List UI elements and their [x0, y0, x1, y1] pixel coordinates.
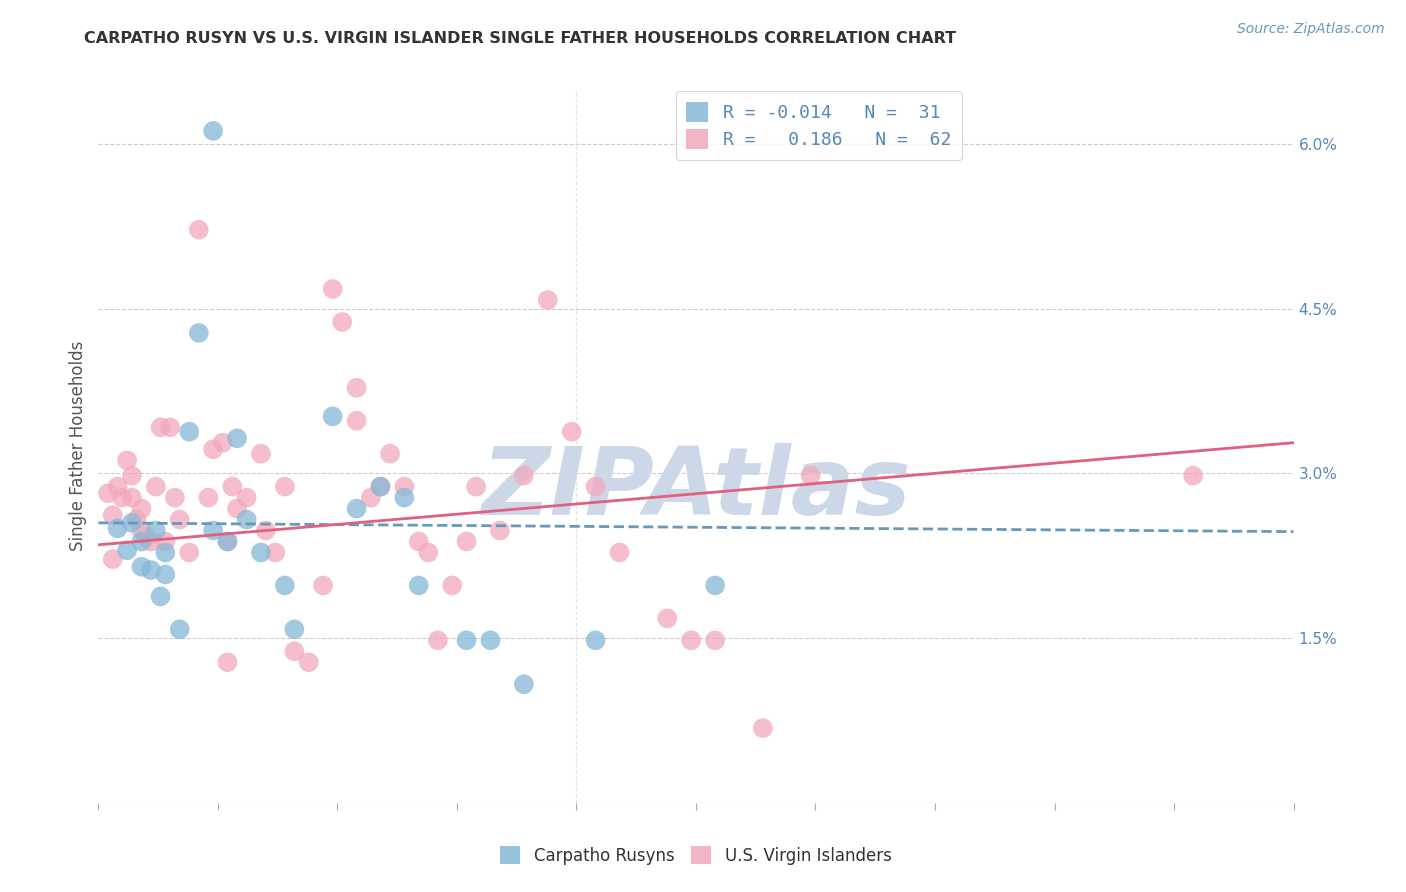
Point [441, 578, 464, 592]
Point [456, 633, 478, 648]
Point [159, 420, 181, 434]
Point [202, 124, 225, 138]
Point [155, 567, 177, 582]
Point [169, 623, 191, 637]
Point [121, 491, 143, 505]
Legend: Carpatho Rusyns, U.S. Virgin Islanders: Carpatho Rusyns, U.S. Virgin Islanders [492, 838, 900, 873]
Point [378, 447, 401, 461]
Point [298, 655, 321, 669]
Point [135, 530, 157, 544]
Point [330, 315, 353, 329]
Point [145, 524, 167, 538]
Point [370, 480, 392, 494]
Point [202, 524, 225, 538]
Point [101, 552, 124, 566]
Point [121, 516, 143, 530]
Point [254, 524, 277, 538]
Point [283, 623, 305, 637]
Point [187, 326, 209, 340]
Point [115, 543, 138, 558]
Point [163, 491, 186, 505]
Point [394, 480, 416, 494]
Point [131, 524, 153, 538]
Point [1182, 468, 1205, 483]
Point [115, 453, 138, 467]
Point [346, 381, 368, 395]
Point [139, 534, 162, 549]
Point [107, 521, 129, 535]
Point [145, 480, 167, 494]
Point [107, 480, 129, 494]
Point [513, 677, 536, 691]
Point [657, 611, 679, 625]
Point [125, 512, 148, 526]
Point [408, 534, 430, 549]
Point [131, 534, 153, 549]
Point [465, 480, 488, 494]
Point [283, 644, 305, 658]
Text: ZIPAtlas: ZIPAtlas [481, 442, 911, 535]
Point [489, 524, 512, 538]
Point [169, 512, 191, 526]
Point [131, 501, 153, 516]
Point [179, 545, 201, 559]
Point [149, 590, 172, 604]
Text: CARPATHO RUSYN VS U.S. VIRGIN ISLANDER SINGLE FATHER HOUSEHOLDS CORRELATION CHAR: CARPATHO RUSYN VS U.S. VIRGIN ISLANDER S… [84, 31, 956, 46]
Point [121, 468, 143, 483]
Point [217, 534, 239, 549]
Point [131, 559, 153, 574]
Point [149, 420, 172, 434]
Point [346, 501, 368, 516]
Text: Source: ZipAtlas.com: Source: ZipAtlas.com [1237, 22, 1385, 37]
Point [704, 578, 727, 592]
Point [752, 721, 775, 735]
Point [322, 282, 344, 296]
Point [274, 480, 297, 494]
Point [513, 468, 536, 483]
Point [202, 442, 225, 457]
Point [226, 501, 249, 516]
Point [312, 578, 335, 592]
Point [394, 491, 416, 505]
Point [111, 491, 134, 505]
Point [187, 223, 209, 237]
Point [97, 486, 120, 500]
Point [561, 425, 583, 439]
Point [800, 468, 823, 483]
Point [226, 431, 249, 445]
Point [418, 545, 440, 559]
Point [101, 508, 124, 523]
Point [537, 293, 560, 307]
Point [585, 480, 607, 494]
Y-axis label: Single Father Households: Single Father Households [69, 341, 87, 551]
Point [250, 447, 273, 461]
Point [179, 425, 201, 439]
Point [235, 512, 257, 526]
Point [704, 633, 727, 648]
Point [211, 435, 233, 450]
Point [408, 578, 430, 592]
Point [479, 633, 502, 648]
Point [274, 578, 297, 592]
Point [139, 563, 162, 577]
Point [217, 534, 239, 549]
Point [235, 491, 257, 505]
Point [426, 633, 449, 648]
Point [456, 534, 478, 549]
Point [155, 545, 177, 559]
Point [197, 491, 219, 505]
Point [346, 414, 368, 428]
Point [609, 545, 631, 559]
Point [217, 655, 239, 669]
Point [681, 633, 703, 648]
Point [155, 534, 177, 549]
Point [360, 491, 382, 505]
Point [370, 480, 392, 494]
Point [322, 409, 344, 424]
Point [250, 545, 273, 559]
Point [585, 633, 607, 648]
Point [221, 480, 243, 494]
Point [264, 545, 287, 559]
